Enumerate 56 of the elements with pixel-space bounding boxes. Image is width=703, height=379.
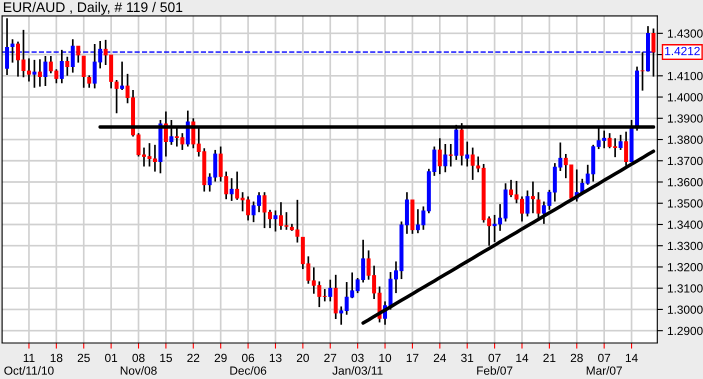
x-tick-label: 31 <box>461 354 474 362</box>
candlestick <box>618 134 623 151</box>
x-tick-label: 14 <box>516 354 528 362</box>
y-tick-label: 1.3600 <box>668 178 703 186</box>
x-tick-label: 22 <box>187 354 200 362</box>
candlestick <box>536 191 540 219</box>
y-tick-label: 1.3800 <box>668 136 703 144</box>
x-tick-label: 06 Dec/06 <box>230 354 266 375</box>
x-tick-label: 21 <box>543 354 556 362</box>
candlestick <box>87 74 92 89</box>
ref-line-label: 1.4212 <box>665 46 700 56</box>
y-tick-label: 1.4100 <box>668 72 703 80</box>
candlestick <box>43 55 48 87</box>
x-tick-label: 07 Mar/07 <box>586 354 622 375</box>
x-tick-label: 18 <box>50 354 62 362</box>
x-tick-label: 01 <box>105 354 118 362</box>
x-tick-label: 27 <box>324 354 336 362</box>
y-tick-label: 1.4000 <box>668 93 703 102</box>
x-tick-label: 14 <box>626 354 638 362</box>
x-tick-label: 25 <box>78 354 90 362</box>
candlestick <box>465 140 470 168</box>
y-tick-label: 1.3000 <box>668 305 703 314</box>
y-tick-label: 1.2900 <box>668 326 703 336</box>
y-tick-label: 1.4300 <box>668 29 703 38</box>
candlestick <box>525 190 530 218</box>
candlestick <box>32 59 36 89</box>
candlestick <box>443 143 448 174</box>
candlestick <box>438 137 442 175</box>
candlestick <box>230 177 234 202</box>
x-tick-label: 24 <box>434 354 446 362</box>
y-tick-label: 1.3700 <box>668 156 703 166</box>
x-tick-label: 17 <box>406 354 418 362</box>
x-tick-label: 13 <box>270 354 282 362</box>
candlestick <box>273 210 278 232</box>
x-tick-label: 07 Feb/07 <box>477 354 512 375</box>
x-tick-label: 10 <box>379 354 392 362</box>
candlestick <box>530 180 535 214</box>
y-tick-label: 1.3500 <box>668 199 703 208</box>
x-tick-label: 20 <box>296 354 309 362</box>
y-tick-label: 1.3300 <box>668 242 703 250</box>
y-tick-label: 1.3900 <box>668 114 703 123</box>
y-tick-label: 1.3200 <box>668 262 703 272</box>
y-tick-label: 1.3400 <box>668 220 703 229</box>
candlestick <box>65 56 70 77</box>
chart-title: EUR/AUD , Daily, # 119 / 501 <box>4 2 182 15</box>
y-tick-label: 1.3100 <box>668 284 703 293</box>
x-tick-label: 15 <box>160 354 172 362</box>
x-tick-label: 29 <box>214 354 227 362</box>
candlestick <box>38 58 42 88</box>
x-tick-label: 28 <box>570 354 583 362</box>
candlestick <box>120 60 124 91</box>
candlestick <box>82 55 86 89</box>
candlestick <box>448 143 453 168</box>
candlestick <box>76 45 80 64</box>
candlestick <box>640 51 645 92</box>
x-tick-label: 08 Nov/08 <box>120 354 157 375</box>
